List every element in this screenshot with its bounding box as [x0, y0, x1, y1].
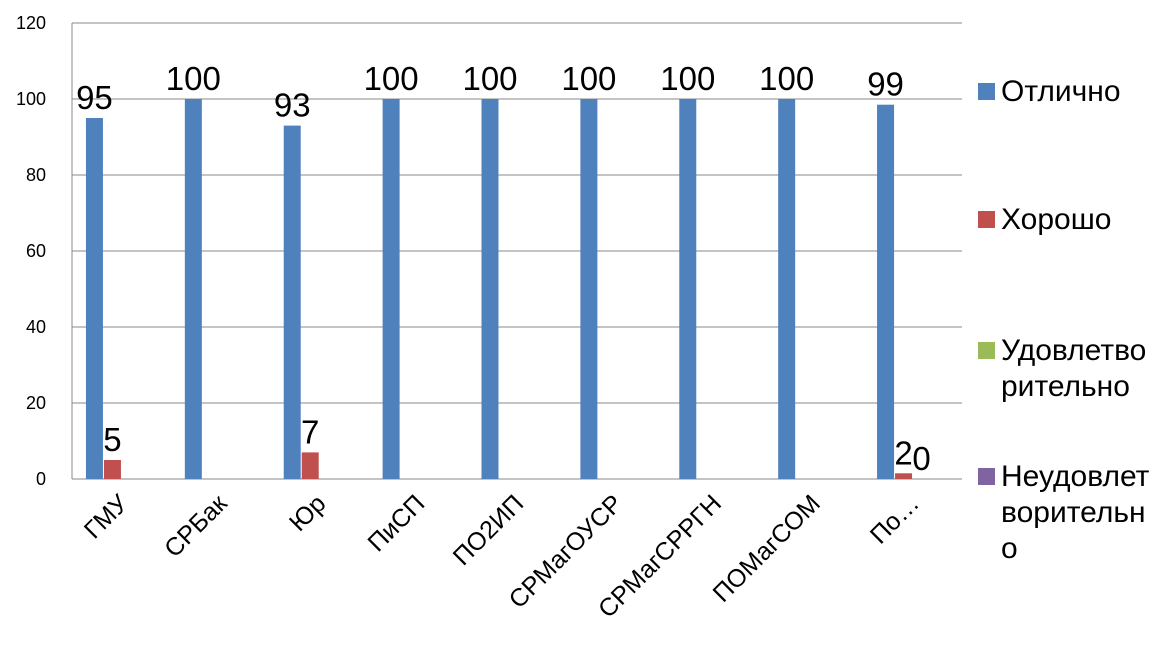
bar-series-0-7 — [778, 99, 796, 479]
data-label-series-0-5: 100 — [561, 60, 616, 97]
data-label-series-1-2: 7 — [301, 413, 319, 450]
data-label-series-0-4: 100 — [462, 60, 517, 97]
x-category-label: ПО2ИП — [448, 489, 530, 571]
x-category-label: ПОМагСОМ — [708, 489, 826, 607]
legend-label-good: Хорошо — [1001, 203, 1112, 236]
y-tick-label: 100 — [16, 89, 46, 109]
bar-series-0-3 — [382, 99, 400, 479]
legend-item-excellent: Отлично — [978, 74, 1151, 110]
y-tick-label: 20 — [26, 393, 46, 413]
bar-series-1-8 — [895, 473, 913, 479]
legend-swatch-satisfactory — [978, 342, 995, 359]
data-label-series-0-8: 99 — [867, 66, 904, 103]
bar-series-1-0 — [103, 460, 121, 479]
legend-swatch-excellent — [978, 83, 995, 100]
legend-swatch-good — [978, 211, 995, 228]
legend-item-satisfactory: Удовлетворительно — [978, 333, 1151, 405]
bar-series-0-4 — [481, 99, 499, 479]
x-axis-category-labels: ГМУ СРБак Юр ПиСП ПО2ИПСРМагОУСРСРМагСРРГНПО… — [79, 489, 925, 624]
data-label-series-1-0: 5 — [103, 421, 121, 458]
bars — [85, 99, 913, 479]
data-label-series-0-6: 100 — [660, 60, 715, 97]
y-tick-label: 60 — [26, 241, 46, 261]
y-tick-label: 0 — [36, 469, 46, 489]
legend-label-unsatisfactory: Неудовлетворительно — [1001, 460, 1150, 565]
legend-label-satisfactory: Удовлетворительно — [1001, 334, 1147, 403]
legend-label-excellent: Отлично — [1001, 75, 1121, 108]
data-label-series-0-1: 100 — [166, 60, 221, 97]
gridlines — [71, 22, 962, 480]
x-category-label: ГМУ — [79, 489, 134, 544]
x-category-label: ПиСП — [362, 489, 430, 557]
x-category-label: Юр — [284, 489, 331, 536]
y-tick-label: 80 — [26, 165, 46, 185]
bar-series-1-2 — [301, 452, 319, 479]
data-label-series-0-7: 100 — [759, 60, 814, 97]
data-label-series-2-8: 0 — [912, 440, 930, 477]
data-label-series-0-0: 95 — [76, 79, 113, 116]
x-category-label: По… — [865, 489, 925, 549]
bar-series-0-6 — [679, 99, 697, 479]
bar-series-0-8 — [877, 104, 895, 479]
x-category-label: СРБак — [159, 489, 233, 563]
data-label-series-0-2: 93 — [274, 87, 311, 124]
bar-series-0-0 — [85, 118, 103, 479]
data-label-series-1-8: 2 — [894, 434, 912, 471]
y-tick-label: 40 — [26, 317, 46, 337]
bar-series-0-2 — [283, 125, 301, 479]
y-axis-tick-labels: 0 20 40 60 80 100 120 — [16, 13, 46, 489]
legend-item-unsatisfactory: Неудовлетворительно — [978, 459, 1151, 567]
bar-series-0-5 — [580, 99, 598, 479]
y-tick-label: 120 — [16, 13, 46, 33]
legend-swatch-unsatisfactory — [978, 468, 995, 485]
data-label-series-0-3: 100 — [364, 60, 419, 97]
legend-item-good: Хорошо — [978, 202, 1151, 238]
bar-series-0-1 — [184, 99, 202, 479]
data-labels: 95 100 93 100 100 100 100 100 99 5 7 2 0 — [76, 60, 931, 477]
